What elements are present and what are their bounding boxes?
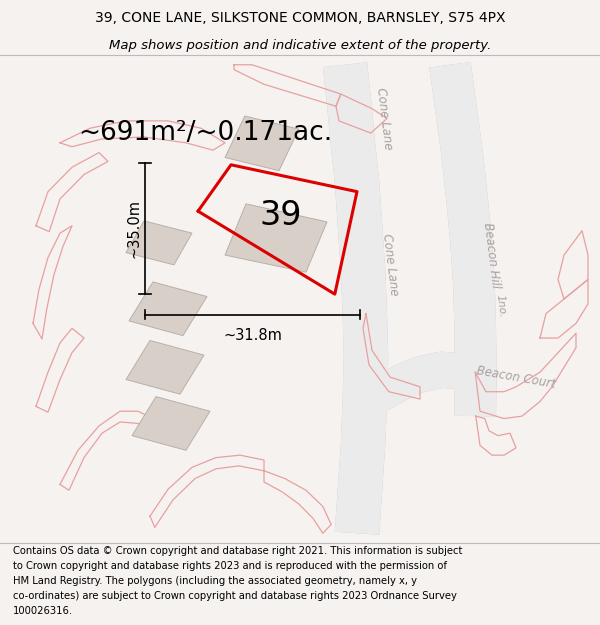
- Text: 100026316.: 100026316.: [13, 606, 73, 616]
- Polygon shape: [225, 116, 299, 171]
- Text: Cone Lane: Cone Lane: [374, 87, 394, 150]
- Text: 39, CONE LANE, SILKSTONE COMMON, BARNSLEY, S75 4PX: 39, CONE LANE, SILKSTONE COMMON, BARNSLE…: [95, 11, 505, 25]
- Text: Beacon Hill: Beacon Hill: [482, 221, 502, 289]
- Text: HM Land Registry. The polygons (including the associated geometry, namely x, y: HM Land Registry. The polygons (includin…: [13, 576, 417, 586]
- Polygon shape: [225, 204, 327, 272]
- Text: Contains OS data © Crown copyright and database right 2021. This information is : Contains OS data © Crown copyright and d…: [13, 546, 463, 556]
- Text: ~691m²/~0.171ac.: ~691m²/~0.171ac.: [78, 120, 332, 146]
- Text: ~31.8m: ~31.8m: [223, 328, 282, 343]
- Text: Cone Lane: Cone Lane: [380, 233, 400, 297]
- Polygon shape: [126, 221, 192, 265]
- Polygon shape: [132, 397, 210, 450]
- Text: Beacon Court: Beacon Court: [475, 364, 557, 391]
- Text: Map shows position and indicative extent of the property.: Map shows position and indicative extent…: [109, 39, 491, 51]
- Text: co-ordinates) are subject to Crown copyright and database rights 2023 Ordnance S: co-ordinates) are subject to Crown copyr…: [13, 591, 457, 601]
- Text: ~35.0m: ~35.0m: [127, 199, 142, 258]
- Polygon shape: [129, 282, 207, 336]
- Text: to Crown copyright and database rights 2023 and is reproduced with the permissio: to Crown copyright and database rights 2…: [13, 561, 447, 571]
- Text: 1no.: 1no.: [494, 294, 508, 318]
- Text: 39: 39: [259, 199, 301, 232]
- Polygon shape: [126, 341, 204, 394]
